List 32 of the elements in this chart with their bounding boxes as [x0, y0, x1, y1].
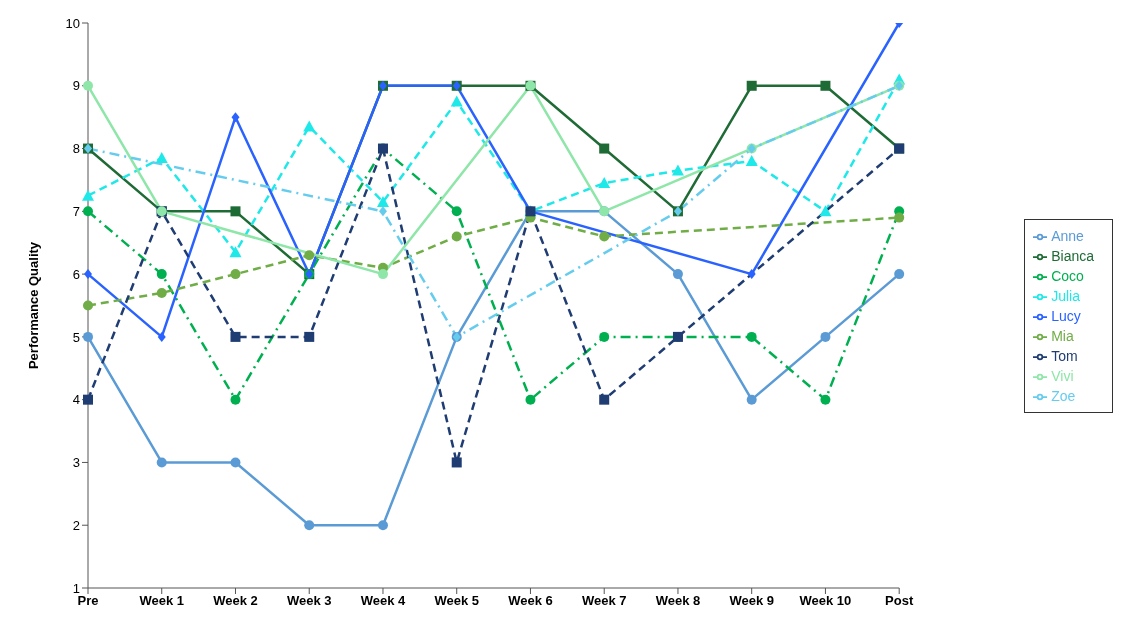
x-tick-label: Pre: [77, 593, 99, 609]
legend-label: Lucy: [1051, 307, 1081, 324]
x-tick-label: Week 2: [213, 593, 258, 609]
y-tick-label: 4: [72, 392, 80, 408]
y-tick-label: 2: [72, 517, 80, 533]
x-tick-label: Week 7: [581, 593, 627, 609]
legend-label: Coco: [1051, 267, 1084, 284]
legend-label: Bianca: [1051, 247, 1094, 264]
legend-label: Mia: [1051, 327, 1074, 344]
y-axis-title: Performance Quality: [25, 241, 41, 370]
x-tick-label: Week 6: [508, 593, 553, 609]
legend-label: Anne: [1051, 227, 1084, 244]
legend-label: Vivi: [1051, 367, 1074, 384]
legend-label: Zoe: [1051, 387, 1076, 404]
x-tick-label: Week 5: [434, 593, 480, 609]
y-tick-label: 9: [72, 78, 80, 94]
x-tick-label: Week 9: [729, 593, 774, 609]
y-tick-label: 1: [72, 580, 80, 596]
x-tick-label: Post: [885, 593, 914, 609]
y-tick-label: 6: [72, 266, 80, 282]
legend-label: Julia: [1051, 287, 1080, 304]
y-tick-label: 10: [65, 15, 80, 31]
y-tick-label: 5: [72, 329, 80, 345]
x-tick-label: Week 1: [139, 593, 185, 609]
x-tick-label: Week 3: [286, 593, 332, 609]
x-tick-label: Week 8: [655, 593, 701, 609]
x-tick-label: Week 10: [799, 593, 852, 609]
x-tick-label: Week 4: [360, 593, 407, 609]
y-tick-label: 8: [72, 141, 80, 157]
y-tick-label: 3: [72, 455, 80, 471]
legend-label: Tom: [1051, 347, 1078, 364]
y-tick-label: 7: [72, 203, 80, 219]
